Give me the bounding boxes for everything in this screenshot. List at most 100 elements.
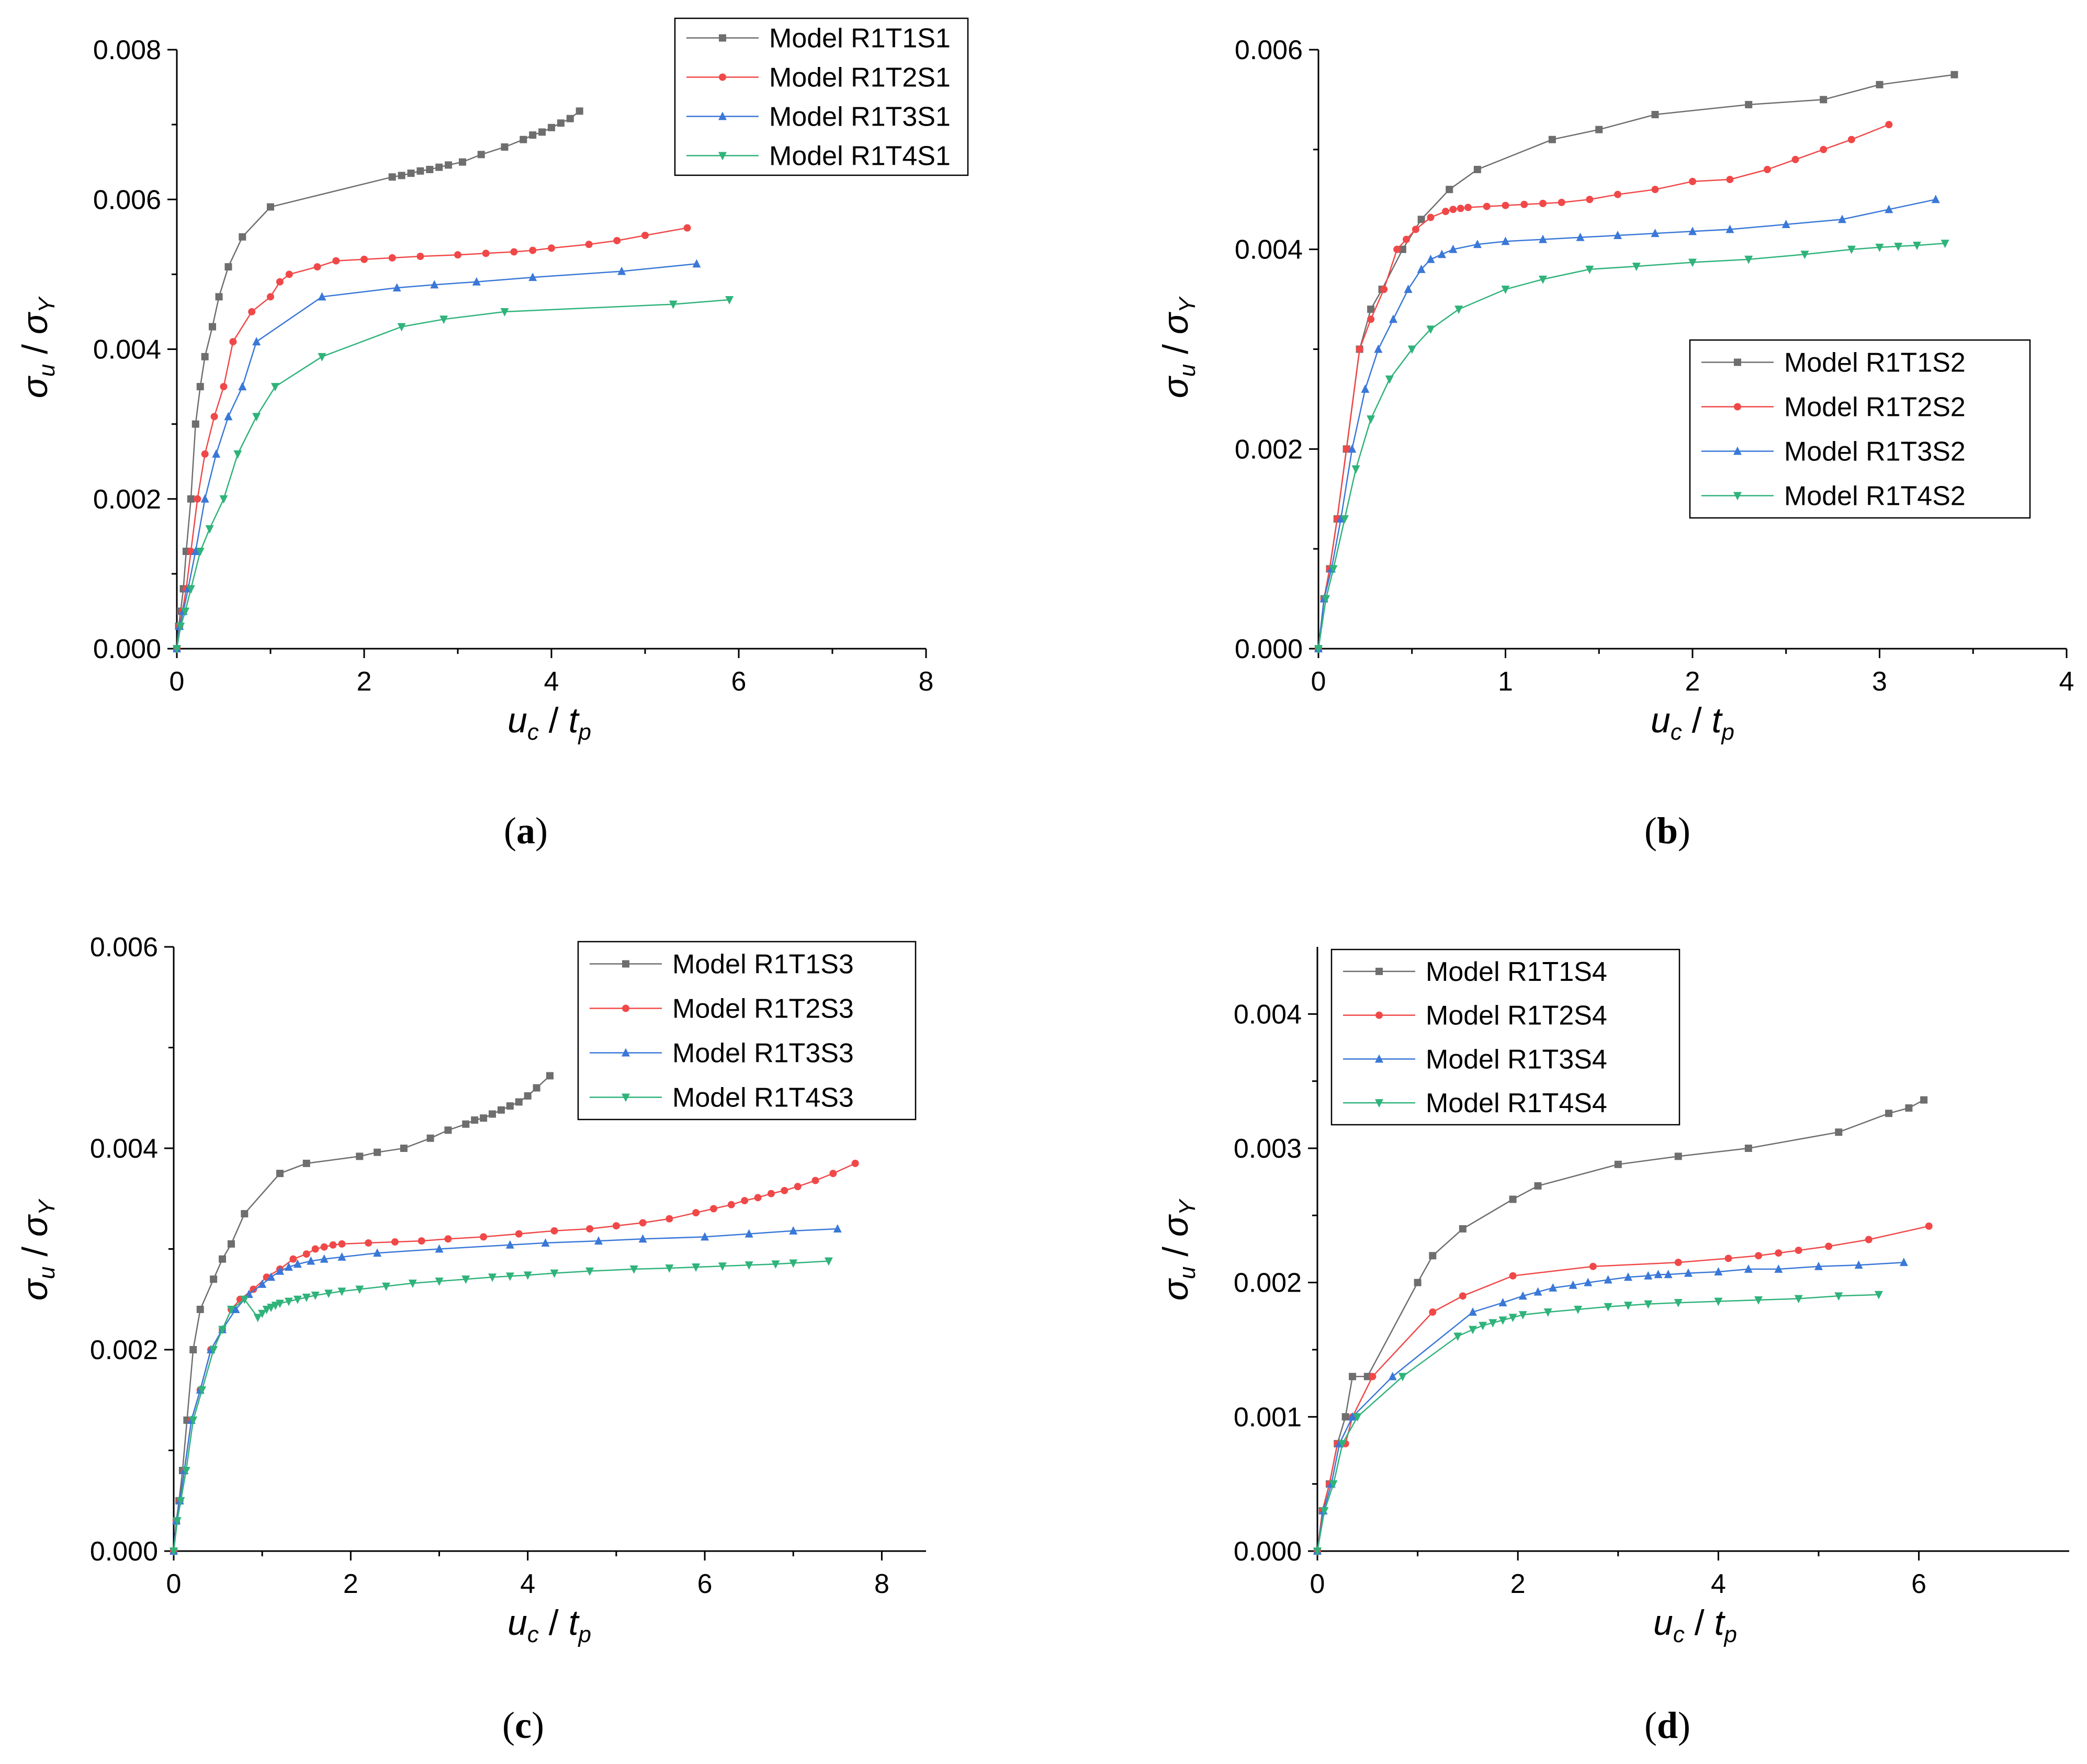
data-point bbox=[258, 1309, 267, 1318]
y-tick-label: 0.008 bbox=[93, 35, 161, 65]
data-point bbox=[205, 525, 214, 534]
data-point bbox=[182, 1467, 190, 1475]
data-point bbox=[320, 1254, 329, 1263]
data-point bbox=[1885, 205, 1893, 213]
data-point bbox=[550, 1269, 559, 1278]
data-point bbox=[271, 1302, 280, 1310]
data-point bbox=[1341, 1413, 1349, 1421]
data-point bbox=[829, 1170, 837, 1178]
data-point bbox=[1336, 514, 1345, 523]
data-point bbox=[267, 1304, 276, 1313]
x-tick-label: 6 bbox=[731, 666, 747, 697]
data-point bbox=[209, 1346, 218, 1354]
data-point bbox=[1755, 1252, 1763, 1260]
data-point bbox=[1651, 186, 1659, 194]
legend-entry: Model R1T1S4 bbox=[1426, 957, 1607, 987]
series-line bbox=[176, 227, 687, 649]
data-point bbox=[1814, 1261, 1823, 1270]
data-point bbox=[1429, 1308, 1437, 1316]
data-point bbox=[1442, 208, 1450, 216]
data-point bbox=[1534, 1182, 1542, 1190]
data-point bbox=[1558, 198, 1565, 206]
data-point bbox=[1509, 1272, 1517, 1280]
data-point bbox=[445, 161, 453, 169]
data-point bbox=[529, 131, 537, 139]
y-tick-label: 0.002 bbox=[93, 484, 161, 515]
data-point bbox=[781, 1186, 788, 1194]
data-point bbox=[313, 263, 321, 271]
data-point bbox=[1363, 1373, 1371, 1381]
legend-marker bbox=[1734, 358, 1741, 366]
series-line bbox=[173, 1228, 838, 1552]
data-point bbox=[1322, 595, 1330, 604]
data-point bbox=[488, 1273, 497, 1282]
data-point bbox=[1414, 1279, 1422, 1286]
data-point bbox=[191, 420, 199, 428]
series-model-r1t4s1 bbox=[173, 296, 734, 653]
data-point bbox=[744, 1261, 753, 1270]
data-point bbox=[1688, 258, 1697, 267]
data-point bbox=[318, 353, 326, 361]
data-point bbox=[219, 495, 228, 504]
data-point bbox=[1488, 1319, 1497, 1328]
data-point bbox=[1644, 1300, 1653, 1309]
data-point bbox=[338, 1240, 346, 1248]
data-point bbox=[669, 300, 678, 309]
data-point bbox=[209, 323, 217, 331]
series-line bbox=[173, 1162, 856, 1552]
y-tick-label: 0.004 bbox=[1234, 999, 1302, 1030]
data-point bbox=[727, 1201, 735, 1208]
data-point bbox=[329, 1241, 337, 1249]
legend-marker bbox=[1375, 1099, 1383, 1108]
data-point bbox=[541, 1238, 550, 1247]
data-point bbox=[311, 1292, 320, 1301]
data-point bbox=[285, 270, 293, 278]
data-point bbox=[683, 224, 691, 232]
data-point bbox=[388, 173, 396, 181]
data-point bbox=[1348, 444, 1357, 453]
legend-marker bbox=[622, 1048, 630, 1057]
data-point bbox=[250, 1285, 257, 1293]
data-point bbox=[435, 163, 443, 171]
series-line bbox=[176, 299, 730, 649]
legend-marker bbox=[718, 111, 727, 120]
data-point bbox=[1865, 1236, 1872, 1243]
data-point bbox=[224, 412, 233, 421]
data-point bbox=[1614, 230, 1622, 239]
data-point bbox=[201, 450, 209, 458]
legend-entry: Model R1T2S4 bbox=[1426, 1001, 1607, 1031]
data-point bbox=[1412, 225, 1419, 233]
data-point bbox=[744, 1229, 753, 1238]
data-point bbox=[1543, 1308, 1552, 1317]
data-point bbox=[1349, 1373, 1357, 1381]
data-point bbox=[416, 167, 424, 175]
data-point bbox=[400, 1145, 408, 1152]
data-point bbox=[212, 449, 221, 458]
data-point bbox=[337, 1287, 346, 1296]
data-point bbox=[365, 1239, 373, 1247]
data-point bbox=[548, 244, 555, 252]
data-point bbox=[1446, 186, 1453, 194]
data-point bbox=[505, 1240, 514, 1249]
panel-caption: (c) bbox=[502, 1704, 544, 1746]
data-point bbox=[811, 1177, 819, 1184]
data-point bbox=[1353, 1413, 1362, 1422]
legend-marker bbox=[1733, 492, 1742, 501]
data-point bbox=[617, 266, 626, 275]
data-point bbox=[1533, 1287, 1542, 1296]
data-point bbox=[1825, 1242, 1833, 1250]
data-point bbox=[1501, 236, 1510, 245]
series-model-r1t3s4 bbox=[1313, 1258, 1908, 1555]
series-model-r1t2s3 bbox=[170, 1159, 859, 1555]
data-point bbox=[692, 1263, 701, 1272]
legend-entry: Model R1T3S3 bbox=[672, 1038, 854, 1069]
x-tick-label: 6 bbox=[1911, 1569, 1926, 1599]
data-point bbox=[284, 1262, 293, 1271]
data-point bbox=[1388, 1372, 1397, 1381]
series-line bbox=[173, 1075, 550, 1552]
data-point bbox=[388, 254, 396, 262]
panel-caption: (a) bbox=[504, 810, 548, 852]
data-point bbox=[1847, 245, 1856, 254]
data-point bbox=[407, 169, 415, 177]
